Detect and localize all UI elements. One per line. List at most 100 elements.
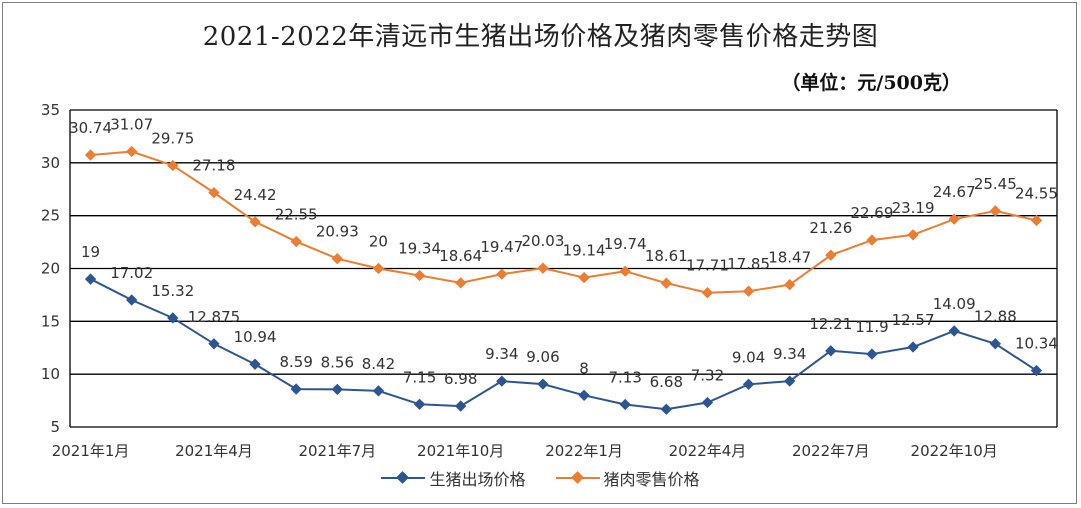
data-point (701, 396, 714, 409)
data-label: 24.55 (1015, 184, 1058, 202)
data-point (84, 149, 97, 161)
data-point (1030, 364, 1043, 377)
data-point (496, 268, 508, 280)
legend-item-series-0: 生猪出场价格 (381, 466, 526, 490)
data-label: 21.26 (809, 219, 852, 237)
data-point (784, 375, 796, 387)
data-label: 8.42 (362, 355, 395, 373)
data-point (866, 348, 878, 360)
x-tick-label: 2022年1月 (545, 442, 623, 460)
data-point (290, 235, 302, 248)
data-point (989, 338, 1001, 350)
x-tick-label: 2021年7月 (298, 442, 376, 460)
x-tick-label: 2022年4月 (669, 442, 747, 460)
data-point (742, 378, 755, 390)
y-tick-label: 25 (41, 207, 60, 225)
data-label: 17.85 (727, 255, 770, 273)
data-label: 10.34 (1015, 335, 1058, 353)
data-point (948, 325, 960, 337)
data-label: 11.9 (855, 318, 888, 336)
data-label: 29.75 (151, 129, 194, 147)
data-point (413, 269, 426, 282)
data-label: 20.93 (316, 223, 359, 241)
data-label: 15.32 (151, 282, 194, 300)
data-label: 9.06 (526, 348, 559, 366)
data-label: 8.59 (279, 353, 312, 371)
data-label: 20 (369, 233, 388, 251)
data-label: 12.21 (809, 315, 852, 333)
data-label: 24.42 (234, 186, 277, 204)
data-point (784, 279, 796, 291)
data-label: 18.64 (439, 247, 482, 265)
data-label: 12.57 (892, 311, 935, 329)
data-label: 7.13 (608, 368, 641, 386)
data-point (413, 398, 426, 410)
data-label: 12.875 (188, 308, 241, 326)
legend: 生猪出场价格 猪肉零售价格 (0, 466, 1081, 490)
data-point (989, 205, 1001, 217)
data-label: 12.88 (974, 308, 1017, 326)
data-point (660, 277, 672, 289)
y-tick-label: 5 (50, 418, 60, 436)
data-point (249, 216, 261, 228)
data-point (331, 253, 343, 265)
data-label: 20.03 (521, 232, 564, 250)
data-label: 19.74 (604, 235, 647, 253)
data-label: 7.15 (403, 368, 436, 386)
data-label: 31.07 (110, 116, 153, 134)
data-point (578, 389, 590, 401)
data-point (578, 271, 590, 284)
x-tick-label: 2021年10月 (417, 442, 504, 460)
x-tick-label: 2022年10月 (911, 442, 998, 460)
data-label: 19.47 (480, 238, 523, 256)
data-label: 23.19 (892, 199, 935, 217)
data-label: 6.68 (650, 373, 683, 391)
data-label: 30.74 (69, 119, 112, 137)
x-tick-label: 2021年4月 (175, 442, 253, 460)
chart-title: 2021-2022年清远市生猪出场价格及猪肉零售价格走势图 (202, 22, 879, 52)
data-point (701, 287, 714, 299)
data-point (126, 294, 138, 306)
data-point (825, 345, 837, 357)
data-point (866, 234, 878, 246)
data-point (372, 262, 385, 275)
data-label: 22.69 (850, 204, 893, 222)
data-label: 8 (579, 359, 589, 377)
data-point (208, 186, 220, 199)
data-label: 19 (81, 243, 100, 261)
data-label: 22.55 (275, 206, 318, 224)
data-point (660, 403, 672, 415)
data-label: 9.34 (773, 345, 806, 363)
data-point (907, 341, 919, 353)
data-label: 25.45 (974, 175, 1017, 193)
x-tick-label: 2021年1月 (52, 442, 130, 460)
data-point (825, 249, 837, 261)
data-point (126, 145, 138, 158)
data-label: 19.34 (398, 239, 441, 257)
legend-marker-diamond-icon (555, 470, 600, 486)
data-label: 6.98 (444, 370, 477, 388)
data-point (948, 213, 960, 225)
y-tick-label: 35 (41, 101, 60, 119)
data-point (372, 385, 385, 397)
y-tick-label: 20 (41, 260, 60, 278)
data-point (455, 277, 467, 289)
data-point (167, 312, 179, 324)
data-point (84, 273, 97, 285)
data-point (742, 285, 755, 297)
data-point (537, 378, 549, 390)
data-label: 14.09 (933, 295, 976, 313)
data-label: 18.61 (645, 247, 688, 265)
data-point (1030, 214, 1043, 227)
y-tick-label: 10 (41, 365, 60, 383)
legend-item-series-1: 猪肉零售价格 (555, 466, 700, 490)
series-line (90, 278, 1037, 411)
data-label: 18.47 (768, 249, 811, 267)
data-point (496, 375, 508, 387)
unit-label: （单位：元/500克） (781, 72, 961, 94)
data-point (208, 338, 220, 350)
data-label: 17.02 (110, 264, 153, 282)
